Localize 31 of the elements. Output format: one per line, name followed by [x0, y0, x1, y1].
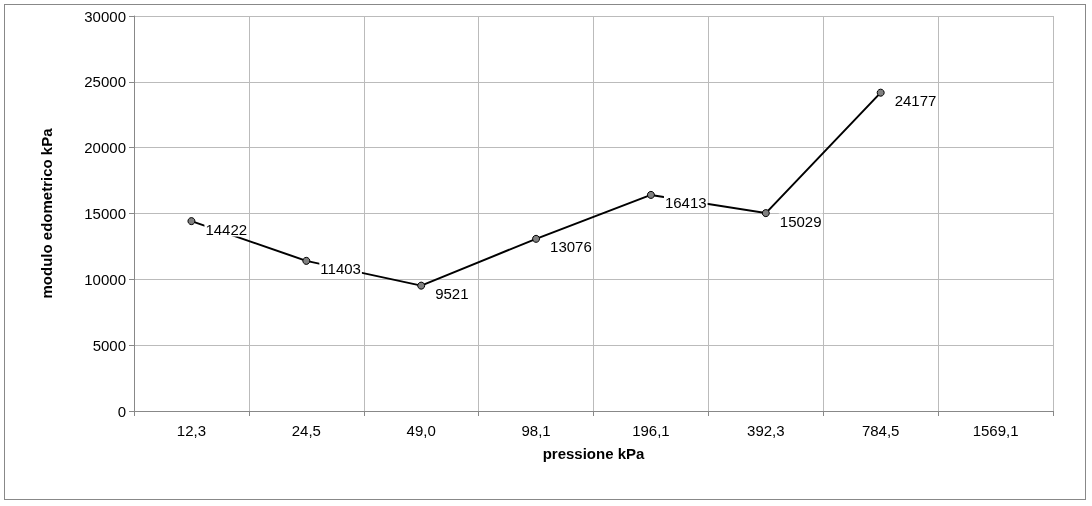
data-label: 9521: [435, 285, 469, 303]
point: [876, 88, 885, 97]
x-tick-label: 196,1: [632, 422, 670, 439]
point: [761, 209, 770, 218]
y-tick-label: 25000: [84, 73, 126, 91]
point: [646, 190, 655, 199]
y-tick-label: 10000: [84, 270, 126, 288]
data-label: 16413: [664, 194, 707, 212]
x-tick-label: 784,5: [861, 422, 900, 439]
y-tick-label: 5000: [92, 336, 126, 354]
point: [417, 281, 426, 290]
data-label: 13076: [550, 238, 592, 256]
x-tick-label: 49,0: [406, 422, 436, 439]
data-label: 24177: [894, 92, 937, 110]
y-tick-label: 20000: [84, 139, 126, 157]
data-label: 11403: [320, 260, 361, 278]
y-axis-title: modulo edometrico kPa: [38, 127, 55, 299]
data-label: 14422: [205, 220, 248, 238]
x-tick-label: 98,1: [521, 422, 551, 439]
x-tick-label: 1569,1: [972, 422, 1019, 439]
data-label: 15029: [779, 212, 822, 230]
x-axis-title: pressione kPa: [542, 445, 646, 462]
x-tick-label: 392,3: [747, 422, 785, 439]
y-tick-label: 30000: [84, 7, 126, 25]
point: [302, 256, 311, 265]
x-tick-label: 12,3: [176, 422, 207, 439]
point: [532, 234, 541, 243]
point: [187, 217, 196, 226]
y-tick-label: 0: [117, 402, 126, 420]
y-tick-label: 15000: [84, 205, 126, 222]
x-tick-label: 24,5: [291, 422, 321, 439]
